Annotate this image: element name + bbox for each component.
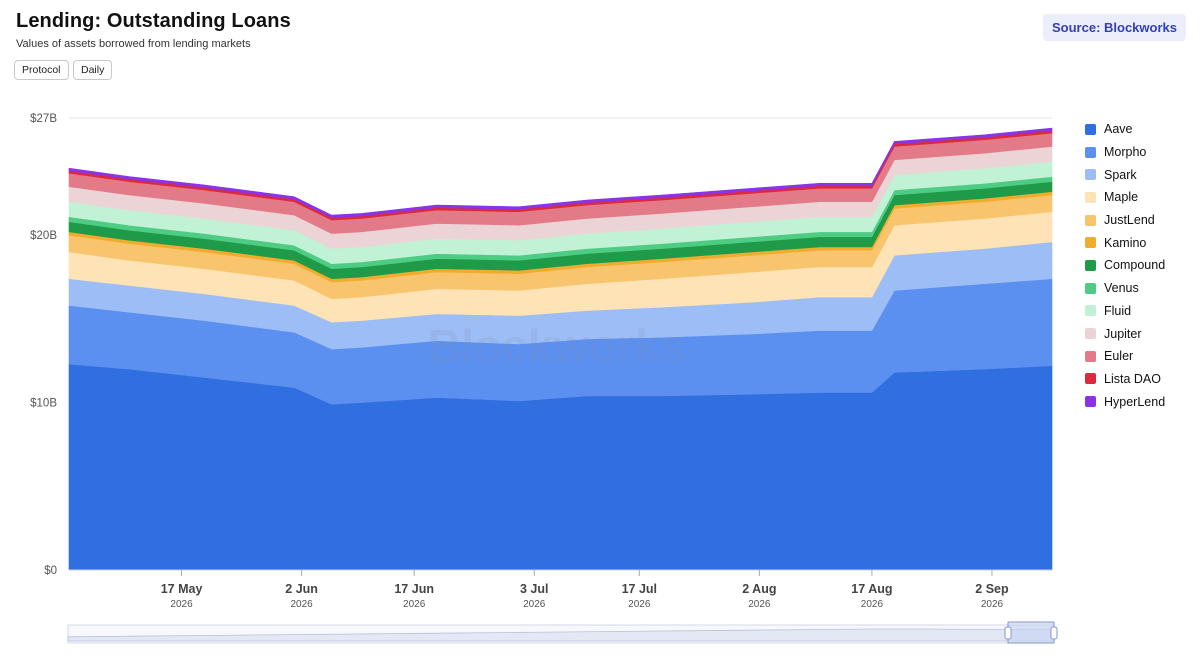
legend-item-aave[interactable]: Aave: [1085, 118, 1165, 141]
x-tick-year: 2026: [523, 599, 546, 610]
legend-item-maple[interactable]: Maple: [1085, 186, 1165, 209]
legend-label: Lista DAO: [1104, 371, 1161, 386]
legend-label: Morpho: [1104, 145, 1147, 160]
y-tick-label: $27B: [30, 113, 57, 125]
x-tick-year: 2026: [981, 599, 1004, 610]
x-tick-label: 2 Jun: [285, 582, 318, 596]
legend-label: Fluid: [1104, 303, 1132, 318]
legend-swatch: [1085, 146, 1096, 158]
legend-swatch: [1085, 123, 1096, 135]
x-tick-year: 2026: [748, 599, 771, 610]
range-navigator[interactable]: [67, 621, 1058, 644]
page-subtitle: Values of assets borrowed from lending m…: [16, 38, 251, 50]
legend-swatch: [1085, 396, 1096, 408]
legend-swatch: [1085, 350, 1096, 362]
y-axis: $0 $10B $20B $27B: [30, 113, 57, 577]
legend-label: Maple: [1104, 190, 1139, 205]
legend-swatch: [1085, 259, 1096, 271]
x-tick-label: 2 Sep: [975, 582, 1009, 596]
legend-swatch: [1085, 191, 1096, 203]
legend-label: Venus: [1104, 281, 1139, 296]
legend-label: Kamino: [1104, 235, 1147, 250]
x-tick-label: 3 Jul: [520, 582, 549, 596]
protocol-button[interactable]: Protocol: [14, 60, 69, 80]
x-tick-label: 17 Jul: [622, 582, 657, 596]
navigator-series: [67, 628, 1055, 642]
legend-item-euler[interactable]: Euler: [1085, 345, 1165, 368]
legend-swatch: [1085, 237, 1096, 249]
x-tick-label: 17 May: [161, 582, 203, 596]
legend-item-fluid[interactable]: Fluid: [1085, 300, 1165, 323]
navigator-handle-right[interactable]: [1050, 626, 1058, 640]
x-tick-year: 2026: [403, 599, 426, 610]
legend: Aave Morpho Spark Maple JustLend Kamino Compou…: [1085, 118, 1165, 413]
legend-item-morpho[interactable]: Morpho: [1085, 141, 1165, 164]
page-title: Lending: Outstanding Loans: [16, 10, 291, 32]
legend-label: Aave: [1104, 122, 1133, 137]
x-tick-label: 2 Aug: [742, 582, 776, 596]
legend-item-hyperlend[interactable]: HyperLend: [1085, 390, 1165, 413]
legend-item-venus[interactable]: Venus: [1085, 277, 1165, 300]
legend-swatch: [1085, 373, 1096, 385]
legend-label: Compound: [1104, 258, 1166, 273]
legend-item-lista-dao[interactable]: Lista DAO: [1085, 368, 1165, 391]
navigator-selection[interactable]: [1007, 621, 1055, 644]
area-hyperlend[interactable]: [68, 127, 1053, 218]
legend-item-spark[interactable]: Spark: [1085, 163, 1165, 186]
x-tick-year: 2026: [861, 599, 884, 610]
legend-item-compound[interactable]: Compound: [1085, 254, 1165, 277]
legend-item-kamino[interactable]: Kamino: [1085, 231, 1165, 254]
legend-label: HyperLend: [1104, 394, 1166, 409]
legend-swatch: [1085, 282, 1096, 294]
legend-label: Jupiter: [1104, 326, 1142, 341]
source-button[interactable]: Source: Blockworks: [1043, 14, 1186, 41]
legend-swatch: [1085, 305, 1096, 317]
legend-label: Spark: [1104, 167, 1137, 182]
x-tick-year: 2026: [290, 599, 313, 610]
area-layers: [68, 127, 1053, 571]
daily-button[interactable]: Daily: [73, 60, 113, 80]
x-tick-label: 17 Aug: [851, 582, 892, 596]
legend-label: JustLend: [1104, 213, 1155, 228]
y-tick-label: $0: [44, 565, 57, 577]
navigator-handle-left[interactable]: [1004, 626, 1012, 640]
legend-label: Euler: [1104, 349, 1134, 364]
x-axis: 17 May 2026 2 Jun 2026 17 Jun 2026 3 Jul 2026 17…: [69, 569, 1052, 610]
legend-swatch: [1085, 169, 1096, 181]
legend-swatch: [1085, 214, 1096, 226]
watermark-text: Blockworks: [428, 320, 686, 372]
x-tick-year: 2026: [170, 599, 193, 610]
legend-swatch: [1085, 328, 1096, 340]
x-tick-label: 17 Jun: [394, 582, 434, 596]
x-tick-year: 2026: [628, 599, 651, 610]
y-tick-label: $20B: [30, 230, 57, 242]
y-tick-label: $10B: [30, 398, 57, 410]
legend-item-jupiter[interactable]: Jupiter: [1085, 322, 1165, 345]
legend-item-justlend[interactable]: JustLend: [1085, 209, 1165, 232]
